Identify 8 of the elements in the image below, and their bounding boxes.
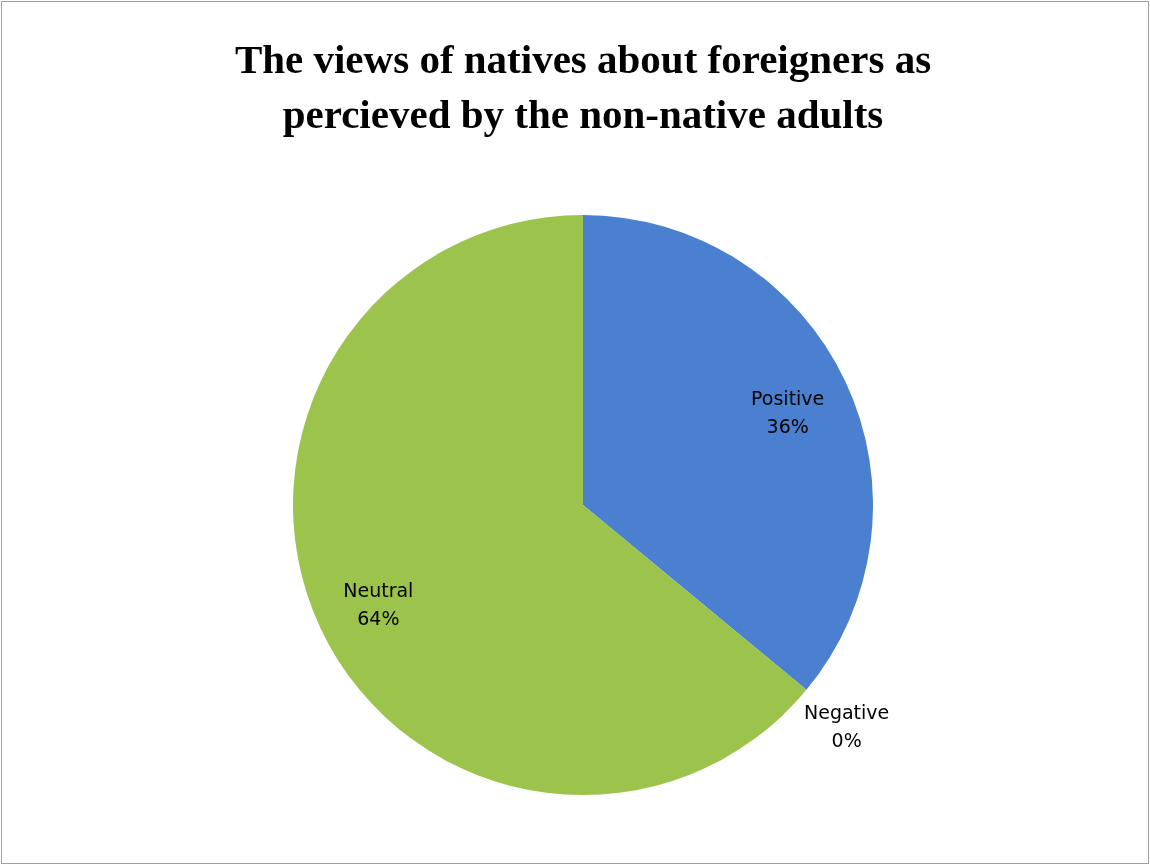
pie-slice bbox=[583, 215, 873, 690]
slice-label: Positive bbox=[751, 386, 825, 409]
slice-label: Neutral bbox=[343, 579, 414, 602]
data-label: 64% bbox=[357, 607, 400, 630]
category-label: Negative bbox=[804, 701, 890, 724]
chart-title: The views of natives about foreigners as percieved by the non-native adults bbox=[234, 36, 932, 137]
data-label: 36% bbox=[766, 414, 809, 437]
text: 0% bbox=[831, 729, 862, 752]
